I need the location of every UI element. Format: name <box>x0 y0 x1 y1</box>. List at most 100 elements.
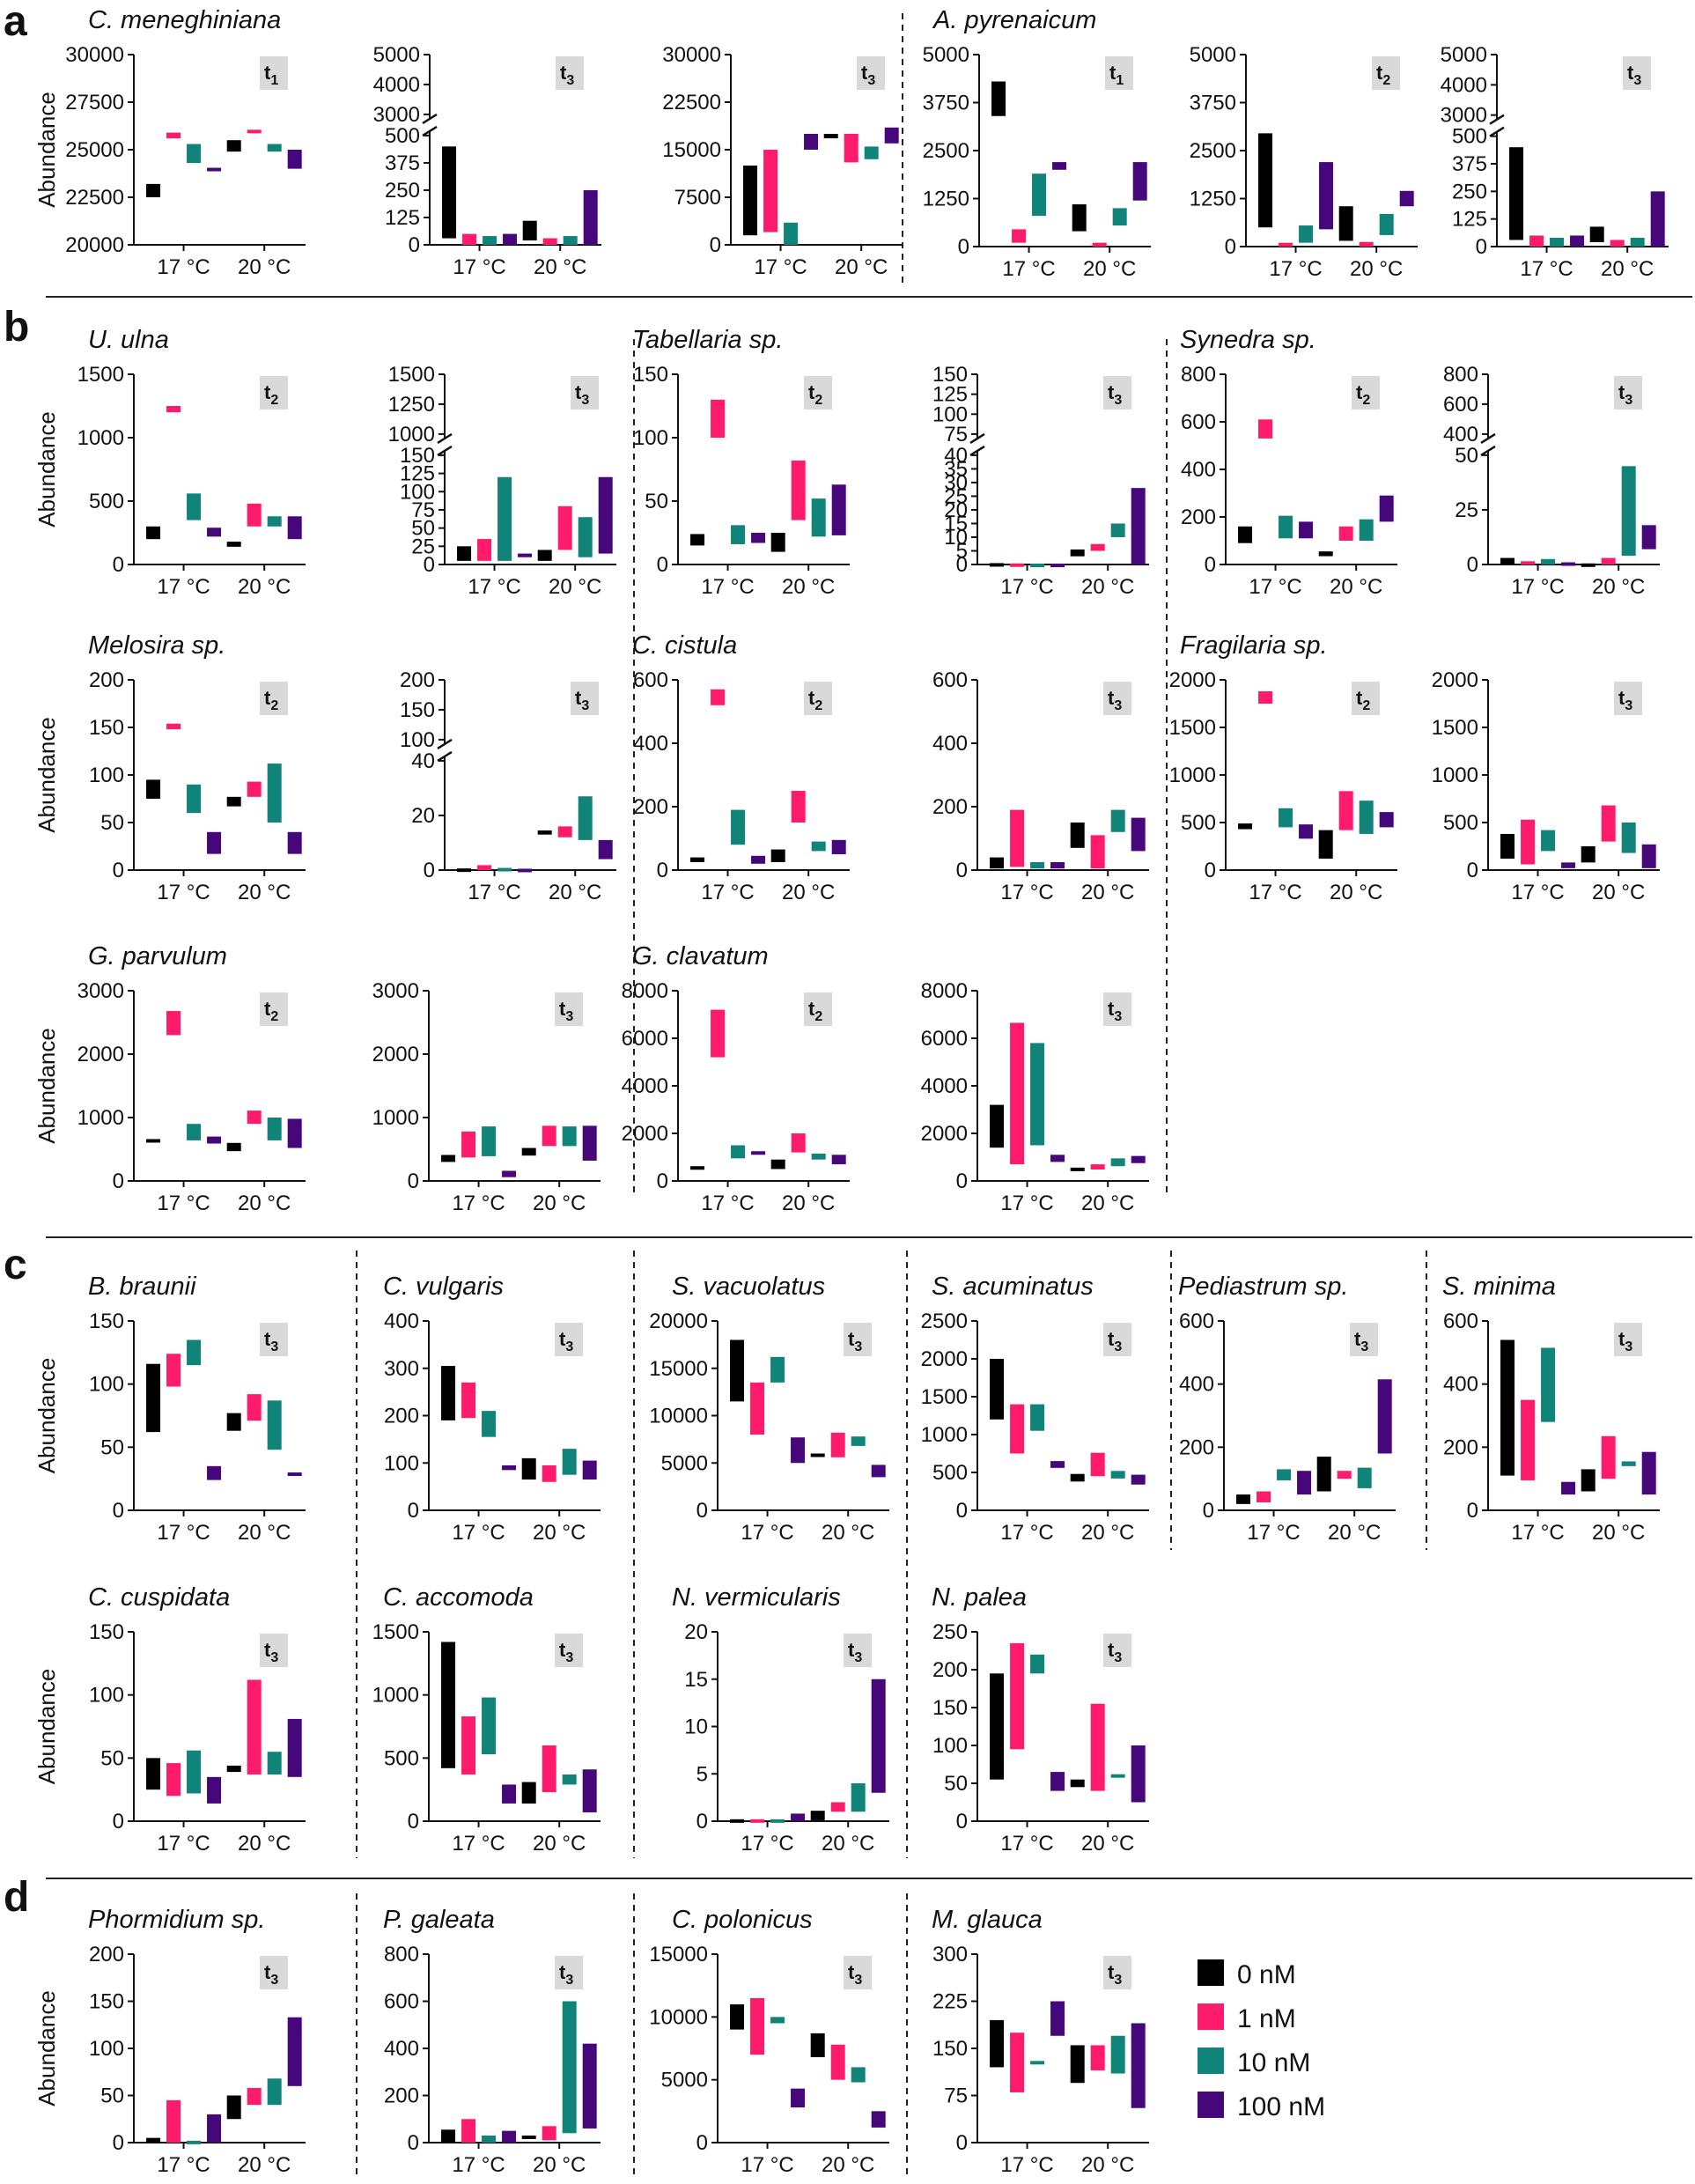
box-100nM-20C <box>831 1155 846 1165</box>
box-10nM-20C <box>1110 1158 1125 1167</box>
y-tick-label: 150 <box>932 1696 968 1720</box>
box-10nM-17C <box>1032 173 1047 217</box>
box-0nM-17C <box>743 166 758 236</box>
box-100nM-20C <box>1131 2023 1146 2108</box>
x-tick-label: 17 °C <box>468 575 520 599</box>
box-10nM-17C <box>1299 225 1314 243</box>
y-tick-label: 1000 <box>77 426 124 450</box>
timepoint-label: t2 <box>1376 62 1390 88</box>
species-title: Tabellaria sp. <box>632 326 783 354</box>
box-0nM-20C <box>1581 846 1596 863</box>
legend-label: 10 nM <box>1237 2048 1310 2077</box>
box-1nM-17C <box>166 1011 181 1036</box>
box-0nM-20C <box>521 1782 536 1804</box>
box-10nM-17C <box>187 144 202 164</box>
y-tick-label: 150 <box>89 1620 124 1644</box>
y-tick-label: 150 <box>932 363 968 387</box>
y-tick-label: 0 <box>1205 859 1216 882</box>
box-1nM-20C <box>830 1802 845 1812</box>
timepoint-label: t2 <box>808 998 822 1024</box>
box-0nM-17C <box>441 1642 456 1768</box>
box-10nM-17C <box>1550 237 1565 247</box>
box-100nM-17C <box>502 1170 517 1177</box>
y-tick-label: 15000 <box>649 1943 708 1966</box>
timepoint-label: t3 <box>1627 62 1641 88</box>
y-tick-label: 8000 <box>921 979 968 1003</box>
box-0nM-17C <box>730 2004 745 2030</box>
timepoint-badge <box>1103 376 1131 410</box>
box-1nM-17C <box>763 150 778 232</box>
box-100nM-17C <box>503 233 518 245</box>
box-1nM-17C <box>462 233 477 245</box>
chart-7: U. ulna 0 500 1000 1500 17 °C 20 °C t2 Abundance <box>33 326 306 599</box>
y-tick-label: 200 <box>1179 1435 1214 1459</box>
timepoint-badge <box>804 376 832 410</box>
box-100nM-20C <box>582 1460 597 1480</box>
species-title: S. acuminatus <box>932 1273 1094 1301</box>
timepoint-label: t3 <box>861 62 875 88</box>
box-100nM-17C <box>791 1813 806 1821</box>
chart-28: S. minima 0 200 400 600 17 °C 20 °C t3 <box>1442 1273 1660 1545</box>
y-tick-label: 40 <box>944 444 968 468</box>
y-tick-label: 50 <box>100 1435 124 1459</box>
timepoint-badge <box>1103 682 1131 715</box>
box-10nM-20C <box>851 1436 866 1446</box>
box-100nM-17C <box>1561 562 1576 566</box>
timepoint-badge <box>1103 1634 1131 1667</box>
box-100nM-17C <box>1297 1471 1312 1495</box>
box-0nM-20C <box>1318 551 1333 557</box>
y-tick-label: 20 <box>411 804 435 828</box>
y-tick-label: 150 <box>400 444 435 468</box>
box-1nM-20C <box>1090 2045 1105 2070</box>
box-1nM-20C <box>557 826 572 837</box>
box-10nM-17C <box>1030 2061 1045 2065</box>
species-title: Melosira sp. <box>88 631 225 660</box>
box-10nM-17C <box>1030 1043 1045 1146</box>
timepoint-badge <box>1623 56 1651 90</box>
y-tick-label: 400 <box>932 732 968 756</box>
chart-35: C. polonicus 0 5000 10000 15000 17 °C 20 °C t3 <box>649 1906 889 2177</box>
timepoint-label: t3 <box>575 381 589 408</box>
y-tick-label: 50 <box>944 1772 968 1796</box>
box-10nM-17C <box>1030 1404 1045 1431</box>
box-10nM-17C <box>770 2017 785 2024</box>
species-title: C. polonicus <box>672 1906 813 1934</box>
x-tick-label: 20 °C <box>1330 881 1382 904</box>
species-title: C. meneghiniana <box>88 6 281 34</box>
box-0nM-20C <box>1070 2045 1085 2084</box>
box-0nM-20C <box>770 533 785 552</box>
box-1nM-17C <box>166 1763 181 1797</box>
box-100nM-20C <box>1641 525 1656 550</box>
species-title: N. vermicularis <box>672 1583 841 1612</box>
y-tick-label: 200 <box>932 1658 968 1682</box>
y-tick-label: 50 <box>1455 444 1478 468</box>
timepoint-label: t3 <box>1618 381 1632 408</box>
box-100nM-20C <box>1131 1474 1146 1485</box>
y-tick-label: 125 <box>1452 208 1487 232</box>
timepoint-label: t3 <box>1618 1328 1632 1354</box>
x-tick-label: 20 °C <box>533 1832 586 1856</box>
box-100nM-17C <box>1050 1461 1065 1468</box>
box-100nM-17C <box>207 831 222 854</box>
box-100nM-20C <box>287 831 302 854</box>
y-tick-label: 1000 <box>372 1106 419 1130</box>
chart-18: 0 500 1000 1500 2000 17 °C 20 °C t3 <box>1432 668 1660 904</box>
box-100nM-17C <box>207 1776 222 1804</box>
y-tick-label: 375 <box>385 151 420 175</box>
box-10nM-17C <box>1541 830 1556 852</box>
chart-34: P. galeata 0 200 400 600 800 17 °C 20 °C t3 <box>383 1906 601 2177</box>
y-tick-label: 0 <box>710 233 721 257</box>
x-tick-label: 17 °C <box>452 1832 505 1856</box>
box-100nM-20C <box>1131 817 1146 852</box>
box-10nM-20C <box>562 2001 577 2134</box>
x-tick-label: 17 °C <box>157 575 210 599</box>
x-tick-label: 17 °C <box>453 255 505 279</box>
timepoint-badge <box>1352 376 1380 410</box>
chart-33: Phormidium sp. 0 50 100 150 200 17 °C 20 °C t3 Ab… <box>33 1906 306 2177</box>
box-1nM-20C <box>557 505 572 550</box>
box-100nM-17C <box>518 868 533 873</box>
box-100nM-20C <box>287 1472 302 1476</box>
box-1nM-17C <box>711 689 726 705</box>
